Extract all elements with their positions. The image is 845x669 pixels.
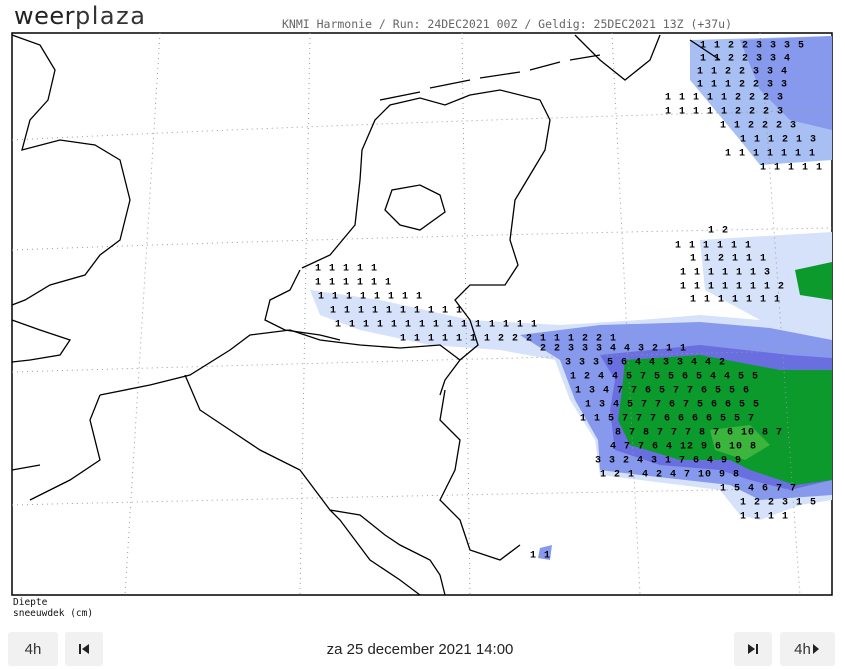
snow-depth-label: 2 2 3 3 3 4 4 3 2 1 1 bbox=[540, 344, 687, 355]
snow-depth-label: 1 2 2 3 1 5 bbox=[740, 498, 817, 509]
previous-button[interactable] bbox=[65, 632, 103, 666]
snow-depth-label: 1 1 1 1 1 2 2 2 3 bbox=[665, 107, 784, 118]
snow-depth-label: 1 1 2 2 2 3 bbox=[720, 121, 797, 132]
snow-depth-label: 1 1 1 1 1 1 3 bbox=[680, 268, 771, 279]
snow-depth-label: 1 1 1 2 1 3 bbox=[740, 135, 817, 146]
run-info: KNMI Harmonie / Run: 24DEC2021 00Z / Gel… bbox=[282, 17, 733, 31]
snow-depth-label: 8 7 8 7 7 7 8 7 6 10 8 7 bbox=[615, 428, 783, 439]
snow-depth-label: 1 2 1 4 2 4 7 10 9 8 bbox=[600, 470, 740, 481]
previous-icon bbox=[79, 644, 89, 654]
snow-depth-label: 1 1 1 1 1 1 1 1 bbox=[318, 292, 423, 303]
snow-depth-label: 1 1 1 1 1 1 bbox=[315, 278, 392, 289]
snow-depth-label: 1 1 1 1 1 1 1 bbox=[690, 295, 781, 306]
current-time: za 25 december 2021 14:00 bbox=[326, 641, 514, 658]
legend-title-line: sneeuwdek (cm) bbox=[13, 608, 94, 619]
snow-depth-label: 1 3 4 5 7 7 6 7 5 6 6 5 5 bbox=[585, 400, 760, 411]
coastlines bbox=[11, 34, 721, 596]
snow-depth-label: 1 1 1 1 1 1 1 2 2 2 1 1 1 2 2 1 bbox=[400, 334, 617, 345]
logo-part: weer bbox=[14, 2, 76, 30]
map: 1 1 2 2 3 3 3 5 1 1 2 2 3 3 4 1 1 2 2 3 3 … bbox=[11, 32, 833, 596]
snow-depth-label: 1 1 2 2 3 3 3 5 bbox=[700, 41, 805, 52]
step-label: 4h bbox=[794, 640, 811, 658]
snow-depth-label: 1 1 1 1 1 bbox=[760, 163, 823, 174]
legend-title-line: Diepte bbox=[13, 597, 48, 608]
snow-depth-label: 1 2 bbox=[708, 226, 729, 237]
snow-depth-label: 1 2 4 4 5 7 5 5 6 5 4 4 5 5 bbox=[570, 372, 759, 383]
snow-depth-label: 3 3 3 5 6 4 4 3 3 4 4 2 bbox=[565, 358, 726, 369]
snow-depth-label: 1 1 1 1 1 1 bbox=[675, 241, 752, 252]
snow-cover bbox=[310, 36, 832, 560]
snow-depth-label: 1 1 1 2 2 3 3 bbox=[697, 80, 788, 91]
time-controls: 4h za 25 december 2021 14:00 4h bbox=[0, 628, 845, 669]
snow-depth-label: 4 7 7 6 4 12 9 6 10 8 bbox=[610, 442, 757, 453]
snow-depth-label: 1 1 2 1 1 1 bbox=[690, 254, 767, 265]
snow-depth-label: 1 1 2 2 3 3 4 bbox=[700, 54, 791, 65]
forward-icon bbox=[812, 644, 819, 654]
snow-depth-label: 1 1 1 1 bbox=[740, 512, 789, 523]
legend-title: Diepte sneeuwdek (cm) bbox=[13, 597, 93, 619]
snow-depth-label: 1 1 1 1 1 1 1 1 1 1 1 1 1 1 1 bbox=[335, 320, 538, 331]
snow-depth-label: 1 1 1 1 1 1 1 2 bbox=[680, 282, 785, 293]
snow-depth-label: 1 5 4 6 7 7 bbox=[720, 484, 797, 495]
snow-depth-label: 1 1 5 7 7 7 6 6 6 6 5 5 7 bbox=[580, 414, 755, 425]
step-back-button[interactable]: 4h bbox=[8, 632, 58, 666]
snow-depth-label: 1 1 1 1 1 bbox=[315, 264, 378, 275]
snow-depth-label: 1 3 4 7 7 6 5 7 7 6 5 5 6 bbox=[575, 386, 750, 397]
step-forward-button[interactable]: 4h bbox=[780, 632, 835, 666]
snow-depth-labels: 1 1 2 2 3 3 3 5 1 1 2 2 3 3 4 1 1 2 2 3 3 … bbox=[315, 41, 823, 562]
snow-depth-label: 1 1 1 1 1 2 2 2 3 bbox=[665, 93, 784, 104]
next-icon bbox=[748, 644, 758, 654]
snow-depth-label: 3 3 2 4 3 1 7 6 4 9 9 bbox=[595, 456, 742, 467]
snow-depth-label: 1 1 1 1 1 1 1 1 1 1 bbox=[330, 306, 463, 317]
snow-depth-label: 1 1 bbox=[530, 551, 551, 562]
logo-part: plaza bbox=[75, 2, 147, 30]
next-button[interactable] bbox=[734, 632, 772, 666]
snow-depth-label: 1 1 1 1 1 1 1 bbox=[725, 149, 816, 160]
logo[interactable]: weerplaza bbox=[14, 2, 146, 30]
snow-depth-label: 1 1 2 2 3 3 4 bbox=[697, 67, 788, 78]
